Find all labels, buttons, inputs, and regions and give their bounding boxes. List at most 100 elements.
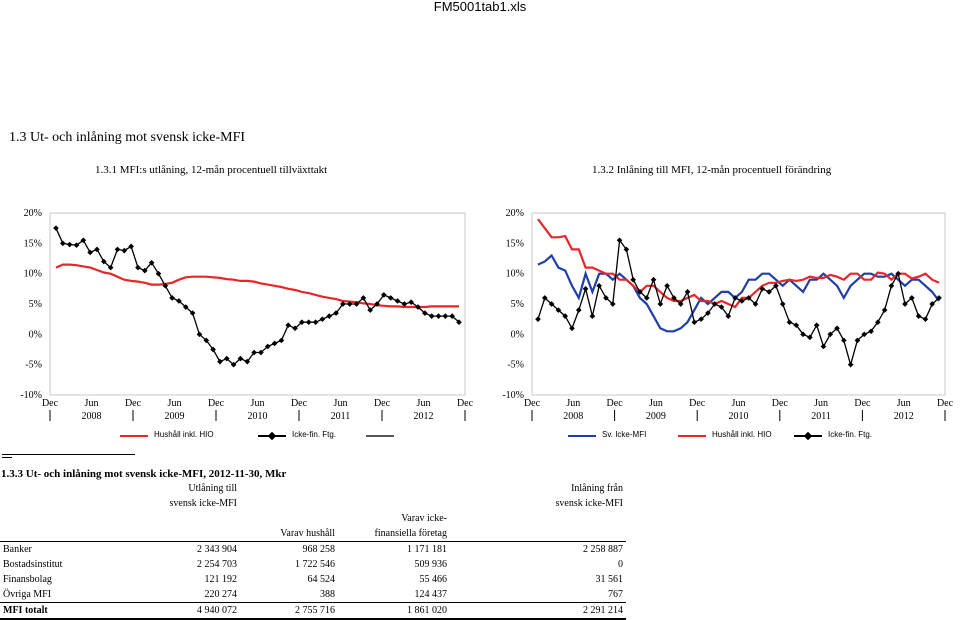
chart2-x-tick: Dec — [772, 398, 789, 409]
chart1-series-1-point — [162, 282, 169, 289]
chart1-series-1-point — [251, 349, 257, 356]
chart1-series-1-point — [374, 301, 380, 307]
chart2-series-2-point — [596, 282, 602, 289]
chart1-series-1-point — [367, 307, 374, 313]
chart2-x-year: 2012 — [894, 411, 914, 422]
chart1-series-1-point — [401, 301, 408, 307]
chart1-x-year: 2011 — [331, 411, 351, 422]
chart1-x-year: 2008 — [82, 411, 102, 422]
chart1-subtitle: 1.3.1 MFI:s utlåning, 12-mån procentuell… — [95, 164, 328, 176]
chart1: 20% 15% 10% 5% 0% -5% -10% Dec Jun Dec Jun Dec Jun De… — [0, 195, 480, 430]
chart2-series-2-point — [841, 337, 847, 344]
chart1-series-1-point — [326, 313, 333, 319]
chart1-y-tick: -5% — [25, 360, 42, 371]
chart1-series-1-point — [346, 301, 353, 307]
legend-label-sv-icke-mfi: Sv. Icke-MFI — [602, 430, 647, 439]
chart2-series-2-point — [786, 319, 793, 326]
header-utlaning: Utlåning till — [188, 483, 237, 494]
chart2-x-tick: Jun — [732, 398, 746, 409]
chart2-series-2-point — [847, 361, 854, 368]
chart2-x-year: 2009 — [646, 411, 666, 422]
chart1-series-1-point — [340, 301, 346, 307]
chart2-series-2-point — [582, 286, 589, 292]
chart1-series-1-point — [223, 355, 230, 362]
divider — [2, 454, 135, 455]
divider-short — [2, 457, 12, 458]
chart1-series-1-point — [141, 267, 148, 274]
chart1-series-1-point — [449, 313, 455, 319]
chart1-y-tick: 10% — [24, 269, 42, 280]
table-row: Banker 2 343 904 968 258 1 171 181 2 258 887 — [3, 544, 623, 555]
legend-label-icke-fin-2: Icke-fin. Ftg. — [828, 430, 873, 439]
chart2-y-tick: 20% — [506, 208, 524, 219]
chart1-y-tick: -10% — [20, 390, 42, 401]
chart1-series-1-point — [237, 355, 244, 362]
table-row: Finansbolag 121 192 64 524 55 466 31 561 — [3, 574, 623, 585]
chart2-series-2-point — [569, 325, 575, 332]
chart2-y-tick: 5% — [511, 299, 524, 310]
chart2-series-2-point — [657, 301, 664, 307]
chart1-series-1-point — [292, 325, 298, 332]
legend-label-icke-fin: Icke-fin. Ftg. — [292, 430, 337, 439]
chart1-svg: 20%15%10%5%0%-5%-10%Dec Jun Dec Jun Dec Jun De… — [20, 208, 474, 422]
chart1-y-tick: 0% — [29, 329, 42, 340]
chart2-series-2-point — [535, 316, 541, 322]
legend-swatch-hushall-2 — [678, 435, 706, 437]
chart2-x-tick: Dec — [937, 398, 954, 409]
chart2-x-tick: Jun — [897, 398, 911, 409]
chart1-x-tick: Dec — [457, 398, 474, 409]
chart2-x-tick: Jun — [814, 398, 828, 409]
chart1-x-tick: Jun — [85, 398, 99, 409]
chart1-series-1-point — [210, 346, 216, 353]
table-row: Bostadsinstitut 2 254 703 1 722 546 509 936… — [3, 559, 623, 570]
chart2-series-2-point — [922, 316, 929, 322]
header-inlaning: Inlåning från — [571, 483, 623, 494]
chart2-y-tick: 0% — [511, 329, 524, 340]
chart2-series-2-point — [725, 313, 732, 319]
chart1-series-1-point — [66, 241, 73, 248]
chart2-series-2-point — [541, 295, 548, 301]
chart1-series-1-point — [319, 316, 326, 322]
chart1-x-tick: Dec — [42, 398, 59, 409]
chart2-x-tick: Dec — [854, 398, 871, 409]
header-varav-icke-2: finansiella företag — [374, 528, 447, 539]
chart1-series-1-point — [456, 319, 462, 326]
chart2-series-2-point — [643, 295, 650, 301]
chart2-series-2-point — [827, 331, 834, 338]
chart2-series-2-point — [875, 319, 881, 326]
legend-swatch-icke-fin-2 — [794, 435, 822, 437]
chart1-series-1-point — [428, 313, 435, 319]
legend-swatch-sv-icke-mfi — [568, 435, 596, 437]
chart2: 20% 15% 10% 5% 0% -5% -10% Dec Jun Dec Jun Dec Jun De… — [482, 195, 960, 430]
chart2-series-2-point — [759, 286, 766, 292]
legend-swatch-icke-fin — [258, 435, 286, 437]
chart1-x-year: 2010 — [248, 411, 268, 422]
section-title: 1.3 Ut- och inlåning mot svensk icke-MFI — [9, 130, 246, 145]
chart2-series-2-point — [779, 301, 786, 307]
chart2-series-1-line — [537, 218, 940, 309]
chart1-series-1-point — [271, 340, 278, 347]
chart2-series-2-point — [902, 301, 908, 307]
header-utlaning-2: svensk icke-MFI — [169, 498, 238, 509]
chart2-series-2-point — [766, 289, 772, 295]
chart2-x-tick: Jun — [649, 398, 663, 409]
chart2-series-2-point — [684, 289, 691, 295]
chart2-series-2-point — [603, 295, 609, 301]
chart2-series-2-point — [650, 276, 657, 283]
chart2-y-tick: 15% — [506, 238, 524, 249]
chart1-series-1-point — [169, 295, 175, 301]
chart2-x-year: 2010 — [729, 411, 749, 422]
chart1-y-tick: 5% — [29, 299, 42, 310]
chart2-legend: Sv. Icke-MFI Hushåll inkl. HIO Icke-fin.… — [568, 428, 908, 442]
chart1-series-1-point — [278, 337, 285, 344]
chart2-series-2-point — [589, 313, 596, 319]
chart1-series-1-point — [87, 249, 93, 256]
chart2-series-2-point — [773, 282, 779, 289]
chart1-series-1-point — [435, 313, 442, 319]
chart1-series-1-point — [387, 295, 394, 301]
chart2-series-2-point — [881, 307, 888, 313]
chart2-x-tick: Dec — [524, 398, 541, 409]
chart2-series-2-point — [888, 282, 895, 289]
chart1-x-year: 2012 — [414, 411, 434, 422]
chart2-series-2-point — [908, 295, 915, 301]
